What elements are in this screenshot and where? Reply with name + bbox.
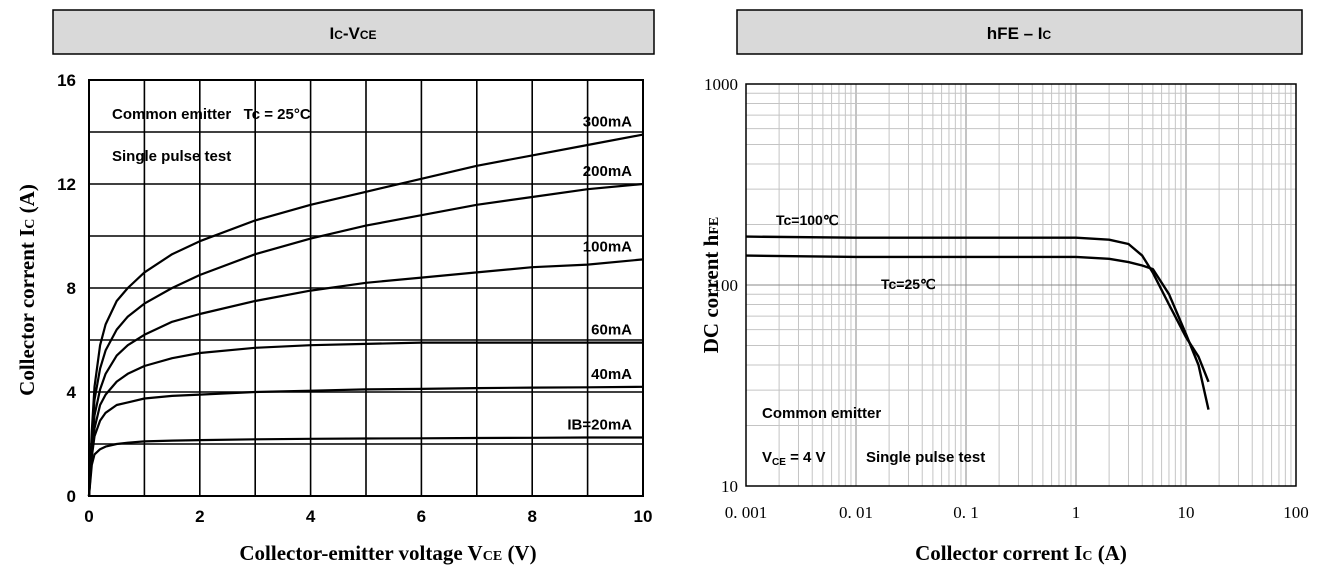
ylabel-hfe-ic: DC corrent hFE: [699, 217, 723, 353]
ylabel-ic-vce: Collector corrent IC (A): [15, 184, 39, 396]
annotation-vce: VCE = 4 V: [762, 449, 826, 468]
x-tick-label: 0. 001: [725, 503, 768, 522]
chart-ic-vce: IC-VCE 0 2 4 6 8 10 0 4 8 12 16 300mA 200mA 100mA 60m…: [15, 9, 655, 565]
curve-label: 60mA: [591, 322, 632, 339]
tick-labels-hfe-ic: 0. 001 0. 01 0. 1 1 10 100 10 100 1000: [704, 75, 1309, 522]
curve-labels-ic-vce: 300mA 200mA 100mA 60mA 40mA IB=20mA: [567, 114, 632, 434]
curve-label: 300mA: [583, 114, 632, 131]
curves-hfe-ic: [745, 235, 1210, 410]
title-box-ic-vce: [52, 9, 655, 55]
y-tick-label: 1000: [704, 75, 738, 94]
x-tick-label: 0: [84, 507, 93, 526]
x-tick-label: 0. 01: [839, 503, 873, 522]
curve-tc-100-: [745, 235, 1210, 383]
x-tick-label: 2: [195, 507, 204, 526]
x-tick-label: 8: [527, 507, 536, 526]
label-tc-25: Tc=25℃: [881, 276, 936, 292]
plot-frame-hfe-ic: [745, 83, 1297, 487]
curve-ib-20ma: [87, 436, 643, 497]
x-tick-label: 4: [306, 507, 316, 526]
chart-hfe-ic: hFE – IC 0. 001 0. 01 0. 1 1 10 100101001000 …: [699, 9, 1309, 565]
y-tick-label: 10: [721, 477, 738, 496]
curve-label: 200mA: [583, 163, 632, 180]
annotation-single-pulse-right: Single pulse test: [866, 449, 985, 466]
xlabel-hfe-ic: Collector corrent IC (A): [915, 541, 1127, 565]
annotation-single-pulse: Single pulse test: [112, 148, 231, 165]
title-hfe-ic: hFE – IC: [987, 24, 1052, 43]
label-tc-100: Tc=100℃: [776, 212, 839, 228]
xlabel-ic-vce: Collector-emitter voltage VCE (V): [239, 541, 536, 565]
grid-ic-vce: [89, 80, 643, 496]
curve-200ma: [87, 182, 644, 497]
curve-label: 100mA: [583, 238, 632, 255]
y-tick-label: 12: [57, 175, 76, 194]
curve-40ma: [87, 385, 644, 497]
annotation-common-emitter-tc: Common emitter Tc = 25°C: [112, 106, 311, 123]
grid-hfe-ic: [746, 84, 1296, 486]
y-tick-label: 0: [67, 487, 76, 506]
title-box-hfe-ic: [736, 9, 1303, 55]
curve-label: IB=20mA: [567, 417, 632, 434]
x-tick-label: 100: [1283, 503, 1309, 522]
x-tick-label: 10: [634, 507, 653, 526]
x-tick-label: 10: [1178, 503, 1195, 522]
x-tick-label: 0. 1: [953, 503, 979, 522]
title-ic-vce: IC-VCE: [329, 24, 376, 43]
tick-labels-ic-vce: 0 2 4 6 8 10 0 4 8 12 16: [57, 71, 652, 526]
curve-60ma: [87, 341, 643, 497]
curves-ic-vce: [87, 133, 644, 497]
curve-100ma: [87, 258, 644, 497]
annotation-common-emitter: Common emitter: [762, 405, 881, 422]
y-tick-label: 4: [67, 383, 77, 402]
curve-tc-25-: [745, 254, 1210, 410]
x-tick-label: 1: [1072, 503, 1081, 522]
y-tick-label: 8: [67, 279, 76, 298]
x-tick-label: 6: [417, 507, 426, 526]
curve-300ma: [87, 133, 644, 497]
curve-label: 40mA: [591, 366, 632, 383]
y-tick-label: 16: [57, 71, 76, 90]
y-tick-label: 100: [713, 276, 739, 295]
